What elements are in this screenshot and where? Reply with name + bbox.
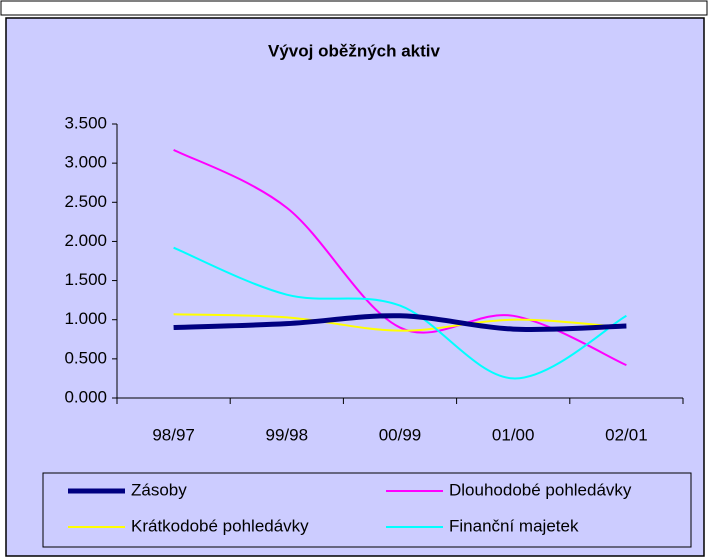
chart-title: Vývoj oběžných aktiv [268,41,440,60]
y-tick-label: 1.000 [64,309,107,328]
series-line [173,246,627,380]
legend-box [42,472,692,548]
legend-label: Zásoby [131,480,187,499]
x-tick-label: 00/99 [379,425,422,444]
y-tick-label: 3.500 [64,113,107,132]
y-tick-label: 1.500 [64,270,107,289]
x-tick-label: 02/01 [605,425,648,444]
y-tick-label: 2.500 [64,192,107,211]
y-tick-label: 0.000 [64,387,107,406]
y-tick-label: 2.000 [64,231,107,250]
legend-label: Finanční majetek [449,516,579,535]
series-line [173,313,627,332]
x-tick-label: 99/98 [266,425,309,444]
series-line [173,313,627,332]
y-tick-label: 3.000 [64,153,107,172]
legend-label: Dlouhodobé pohledávky [449,480,632,499]
frame-top [0,0,708,16]
series-line [173,148,627,367]
x-tick-label: 01/00 [492,425,535,444]
legend-label: Krátkodobé pohledávky [131,516,309,535]
x-tick-label: 98/97 [152,425,195,444]
y-tick-label: 0.500 [64,348,107,367]
